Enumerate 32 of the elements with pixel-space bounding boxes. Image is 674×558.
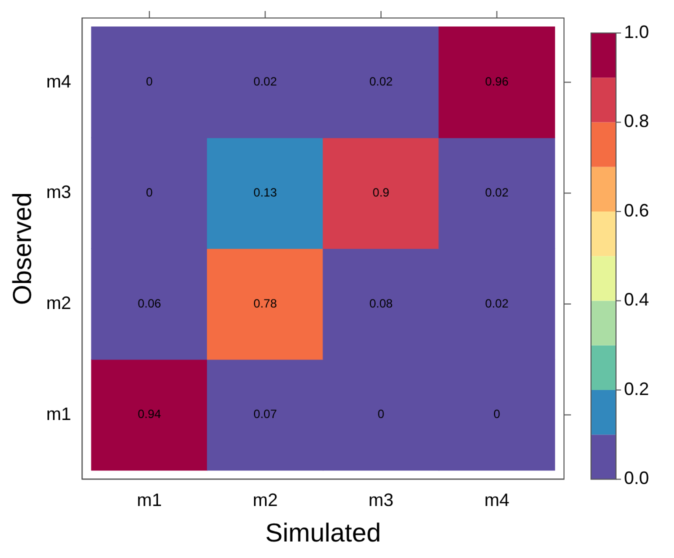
x-tick-label: m3 — [368, 490, 394, 510]
y-tick-label: m4 — [46, 71, 72, 92]
color-bar-label: 0.4 — [624, 290, 650, 310]
data-label: 0.07 — [254, 407, 278, 422]
data-label: 0.96 — [485, 74, 509, 89]
data-label: 0.02 — [254, 74, 278, 89]
data-label: 0.08 — [369, 296, 394, 310]
data-label: 0.02 — [485, 296, 509, 310]
data-label: 0.02 — [369, 74, 394, 89]
color-bar-label: 0.0 — [624, 468, 650, 488]
color-bar-label: 0.6 — [624, 200, 650, 220]
data-label: 0.78 — [254, 296, 278, 310]
data-label: 0.06 — [138, 296, 162, 310]
color-bar-label: 1.0 — [624, 22, 650, 42]
data-label: 0.94 — [138, 407, 162, 422]
data-label: 0.13 — [254, 185, 278, 200]
y-tick-label: m3 — [46, 182, 72, 202]
y-tick-label: m1 — [46, 404, 72, 424]
color-bar-label: 0.8 — [624, 111, 650, 132]
data-label: 0 — [378, 407, 385, 422]
x-axis-title: Simulated — [265, 518, 381, 548]
data-label: 0 — [493, 407, 500, 422]
x-tick-label: m4 — [484, 490, 510, 510]
data-label: 0 — [146, 185, 154, 200]
x-tick-label: m1 — [136, 490, 162, 510]
data-label: 0.9 — [372, 185, 390, 200]
color-bar-label: 0.2 — [624, 378, 650, 399]
y-axis-title: Observed — [6, 192, 37, 305]
y-tick-label: m2 — [46, 293, 72, 313]
data-label: 0 — [146, 74, 154, 89]
data-label: 0.02 — [485, 185, 509, 200]
x-tick-label: m2 — [252, 490, 278, 510]
